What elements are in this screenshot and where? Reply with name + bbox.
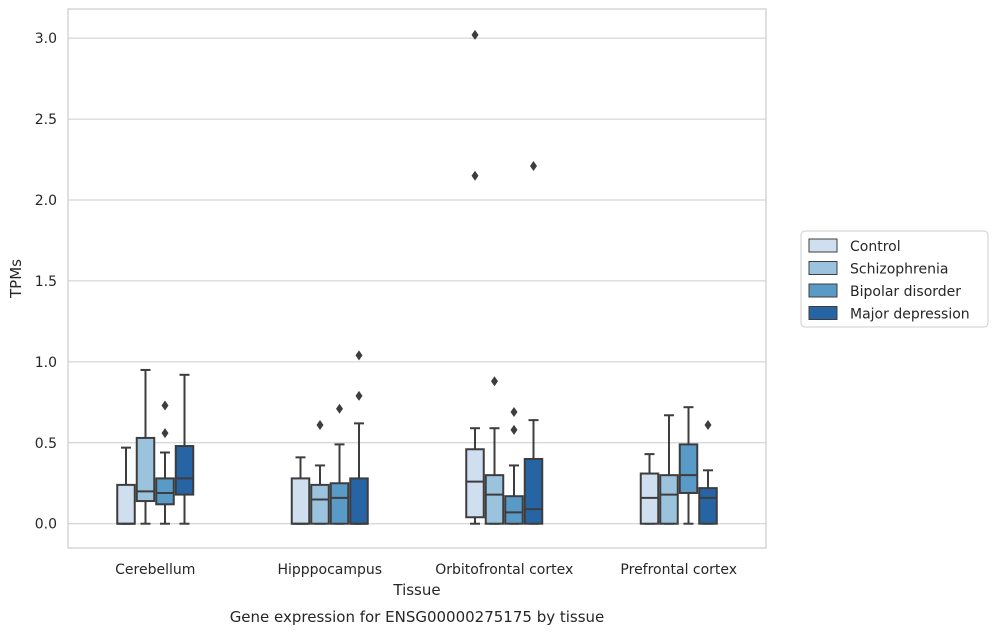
legend-swatch bbox=[808, 238, 838, 253]
legend-label: Schizophrenia bbox=[850, 262, 948, 278]
outlier-point bbox=[471, 29, 479, 40]
y-tick-label: 2.5 bbox=[35, 112, 57, 128]
box-schizophrenia bbox=[135, 368, 156, 525]
outlier-point bbox=[510, 424, 518, 435]
outlier-point bbox=[471, 170, 479, 181]
box-body bbox=[174, 445, 195, 496]
box-body bbox=[698, 487, 718, 525]
y-tick-label: 0.0 bbox=[35, 517, 57, 533]
box-body bbox=[678, 443, 699, 494]
x-tick-label: Cerebellum bbox=[115, 562, 195, 578]
x-tick-label: Hipppocampus bbox=[277, 562, 382, 578]
legend-frame bbox=[800, 230, 989, 328]
box-body bbox=[349, 477, 369, 525]
box-schizophrenia bbox=[484, 376, 505, 525]
y-tick-label: 1.0 bbox=[35, 355, 57, 371]
box-body bbox=[116, 483, 136, 525]
box-major-depression bbox=[349, 350, 369, 525]
legend-label: Bipolar disorder bbox=[850, 284, 961, 300]
box-schizophrenia bbox=[659, 414, 679, 525]
y-axis-tick-labels: 0.0 0.5 1.0 1.5 2.0 2.5 3.0 bbox=[35, 31, 57, 533]
y-tick-label: 0.5 bbox=[35, 436, 57, 452]
y-tick-label: 3.0 bbox=[35, 31, 57, 47]
y-gridlines bbox=[68, 37, 766, 525]
outlier-point bbox=[491, 376, 498, 387]
outlier-point bbox=[161, 400, 169, 411]
box-bipolar-disorder bbox=[155, 400, 175, 525]
x-axis-label: Tissue bbox=[392, 581, 440, 599]
x-tick-label: Prefrontal cortex bbox=[620, 562, 737, 578]
box-body bbox=[504, 495, 524, 525]
box-control bbox=[290, 456, 311, 525]
box-schizophrenia bbox=[310, 419, 330, 525]
legend-swatch bbox=[808, 306, 838, 320]
box-body bbox=[310, 483, 330, 525]
y-tick-label: 1.5 bbox=[35, 274, 57, 290]
box-plot-series bbox=[116, 29, 718, 525]
legend-swatch bbox=[808, 283, 838, 298]
outlier-point bbox=[704, 419, 712, 430]
box-bipolar-disorder bbox=[678, 406, 699, 525]
box-major-depression bbox=[698, 419, 718, 525]
box-control bbox=[465, 29, 485, 525]
chart-caption: Gene expression for ENSG00000275175 by t… bbox=[230, 608, 605, 626]
x-tick-label: Orbitofrontal cortex bbox=[435, 562, 573, 578]
outlier-point bbox=[336, 403, 343, 414]
plot-area-frame bbox=[67, 8, 767, 549]
box-body bbox=[329, 482, 350, 525]
box-bipolar-disorder bbox=[504, 407, 524, 525]
legend: Control Schizophrenia Bipolar disorder Majo… bbox=[800, 230, 989, 328]
box-major-depression bbox=[174, 373, 195, 525]
y-tick-label: 2.0 bbox=[35, 193, 57, 209]
box-body bbox=[155, 477, 175, 506]
box-body bbox=[659, 474, 679, 525]
box-body bbox=[290, 477, 311, 525]
box-body bbox=[135, 436, 156, 503]
box-control bbox=[116, 446, 136, 525]
box-body bbox=[465, 448, 485, 519]
outlier-point bbox=[355, 390, 363, 401]
x-axis-tick-labels: Cerebellum Hipppocampus Orbitofrontal cort… bbox=[115, 562, 737, 578]
legend-label: Major depression bbox=[850, 307, 970, 323]
outlier-point bbox=[510, 407, 518, 418]
outlier-point bbox=[316, 419, 324, 430]
box-body bbox=[484, 474, 505, 525]
y-axis-label: TPMs bbox=[7, 259, 25, 299]
outlier-point bbox=[530, 161, 537, 172]
outlier-point bbox=[355, 350, 363, 361]
outlier-point bbox=[161, 428, 169, 439]
box-body bbox=[523, 457, 544, 525]
legend-label: Control bbox=[850, 239, 901, 255]
box-major-depression bbox=[523, 161, 544, 525]
box-control bbox=[639, 453, 660, 525]
box-bipolar-disorder bbox=[329, 403, 350, 525]
legend-swatch bbox=[808, 261, 838, 275]
